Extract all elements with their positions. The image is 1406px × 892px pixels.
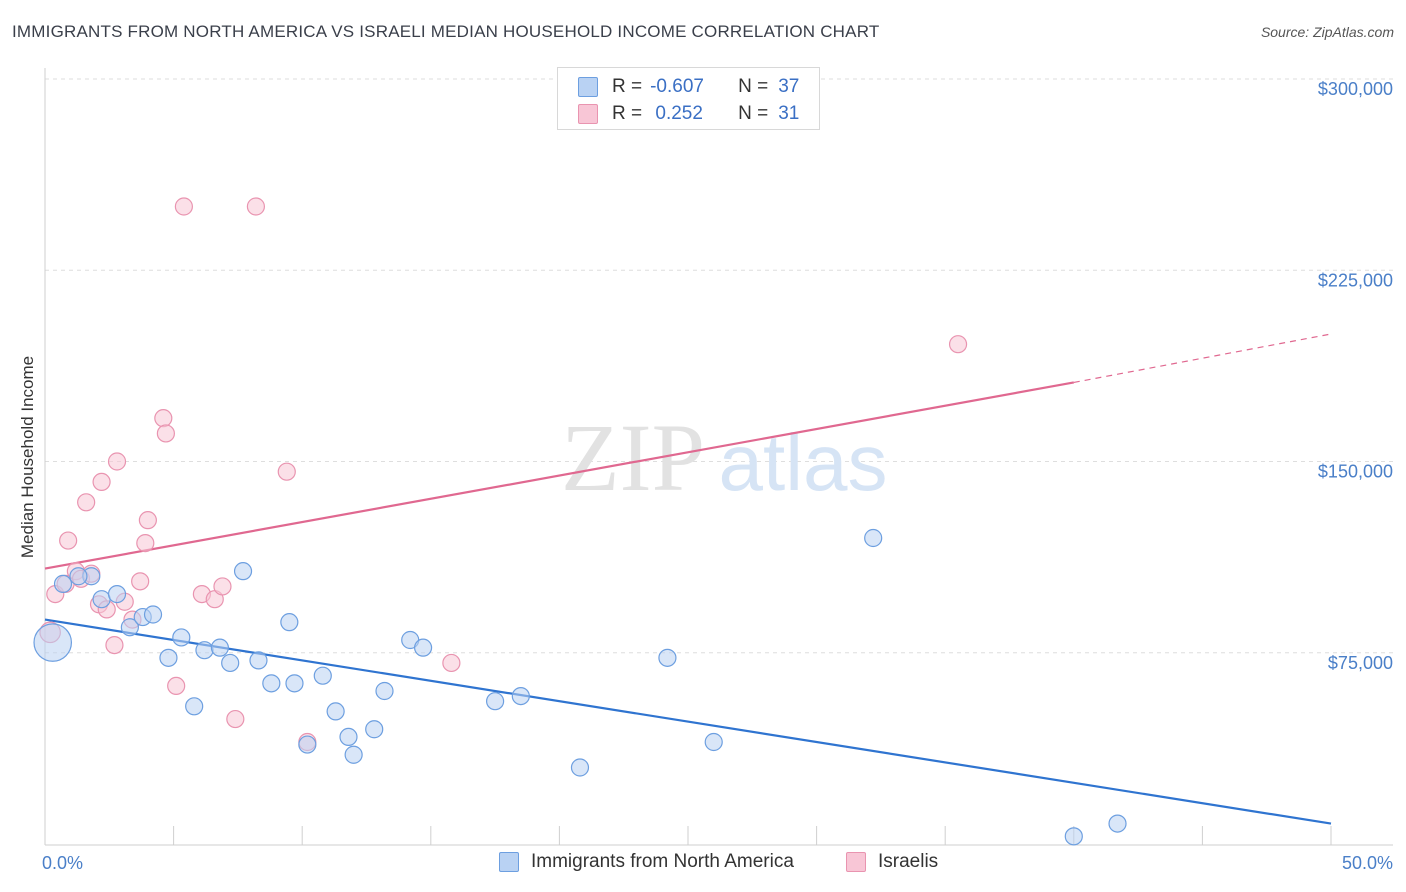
point-north-america <box>1108 814 1127 833</box>
point-israelis <box>174 197 193 216</box>
point-israelis <box>226 709 245 729</box>
point-north-america <box>864 528 883 548</box>
point-israelis <box>105 635 124 655</box>
point-north-america <box>233 562 253 581</box>
point-north-america <box>365 720 384 739</box>
point-israelis <box>59 531 78 550</box>
point-north-america <box>704 732 723 752</box>
y-tick-label: $75,000 <box>1328 653 1393 673</box>
point-israelis <box>213 577 232 596</box>
point-north-america <box>339 727 358 747</box>
point-israelis <box>92 472 111 491</box>
point-israelis <box>136 533 155 553</box>
point-north-america <box>313 666 332 685</box>
point-north-america <box>69 567 88 586</box>
point-israelis <box>277 462 296 481</box>
r-label: R = <box>612 76 643 97</box>
point-north-america <box>375 681 394 701</box>
point-north-america <box>33 623 73 662</box>
point-israelis <box>138 511 157 530</box>
point-north-america <box>210 638 229 657</box>
data-points <box>33 197 1127 846</box>
r-label: R = <box>612 103 643 124</box>
legend-label: Israelis <box>878 851 939 872</box>
watermark-atlas: atlas <box>719 418 888 507</box>
legend-label: Immigrants from North America <box>531 851 794 872</box>
x-tick-label: 50.0% <box>1342 853 1393 873</box>
point-north-america <box>344 745 363 764</box>
point-north-america <box>413 638 433 657</box>
point-north-america <box>511 686 530 706</box>
point-north-america <box>221 653 240 673</box>
pink-swatch-icon <box>846 852 866 872</box>
point-north-america <box>185 697 204 716</box>
y-tick-labels: $75,000 $150,000 $225,000 $300,000 <box>1318 79 1393 673</box>
x-tick-labels: 0.0% 50.0% <box>42 853 1393 873</box>
n-value: 31 <box>778 103 800 124</box>
point-israelis <box>948 335 968 354</box>
point-north-america <box>298 735 317 754</box>
point-north-america <box>195 641 214 660</box>
point-israelis <box>442 653 461 673</box>
legend-item-north-america: Immigrants from North America <box>499 851 794 873</box>
pink-swatch-icon <box>578 104 598 124</box>
point-israelis <box>167 676 186 696</box>
legend-row-north-america: R = -0.607 N = 37 <box>578 75 799 99</box>
point-north-america <box>172 628 191 647</box>
point-israelis <box>107 452 127 471</box>
y-tick-label: $225,000 <box>1318 270 1393 290</box>
point-israelis <box>246 197 266 216</box>
point-israelis <box>77 493 96 512</box>
point-israelis <box>156 424 175 443</box>
stats-legend: R = -0.607 N = 37 R = 0.252 N = 31 <box>557 67 820 130</box>
point-north-america <box>159 648 178 667</box>
point-israelis <box>131 572 150 591</box>
point-north-america <box>92 590 111 609</box>
point-north-america <box>280 613 299 632</box>
point-north-america <box>249 651 268 670</box>
chart-title: IMMIGRANTS FROM NORTH AMERICA VS ISRAELI… <box>12 22 880 41</box>
point-north-america <box>262 674 281 693</box>
y-tick-label: $150,000 <box>1318 462 1393 482</box>
trend-line-israelis-extension <box>1073 333 1332 384</box>
point-north-america <box>285 674 304 693</box>
point-north-america <box>658 648 677 667</box>
y-tick-label: $300,000 <box>1318 79 1393 99</box>
blue-swatch-icon <box>578 77 598 97</box>
trend-line-israelis <box>44 381 1074 570</box>
n-label: N = <box>738 76 769 97</box>
point-israelis <box>154 409 173 428</box>
point-north-america <box>143 605 163 624</box>
watermark: ZIP atlas <box>561 404 887 511</box>
source-label: Source: ZipAtlas.com <box>1260 24 1394 40</box>
point-north-america <box>486 692 505 711</box>
point-north-america <box>570 758 590 777</box>
axes <box>44 68 1393 846</box>
r-value: -0.607 <box>650 76 704 97</box>
point-north-america <box>120 618 139 637</box>
n-value: 37 <box>778 76 800 97</box>
point-north-america <box>1064 827 1083 846</box>
point-north-america <box>326 702 345 721</box>
blue-swatch-icon <box>499 852 519 872</box>
n-label: N = <box>738 103 769 124</box>
watermark-zip: ZIP <box>561 404 705 511</box>
x-tick-label: 0.0% <box>42 853 83 873</box>
legend-item-israelis: Israelis <box>846 851 938 873</box>
point-north-america <box>53 574 73 594</box>
r-value: 0.252 <box>650 103 703 124</box>
legend-row-israelis: R = 0.252 N = 31 <box>578 102 799 126</box>
point-north-america <box>107 584 127 604</box>
